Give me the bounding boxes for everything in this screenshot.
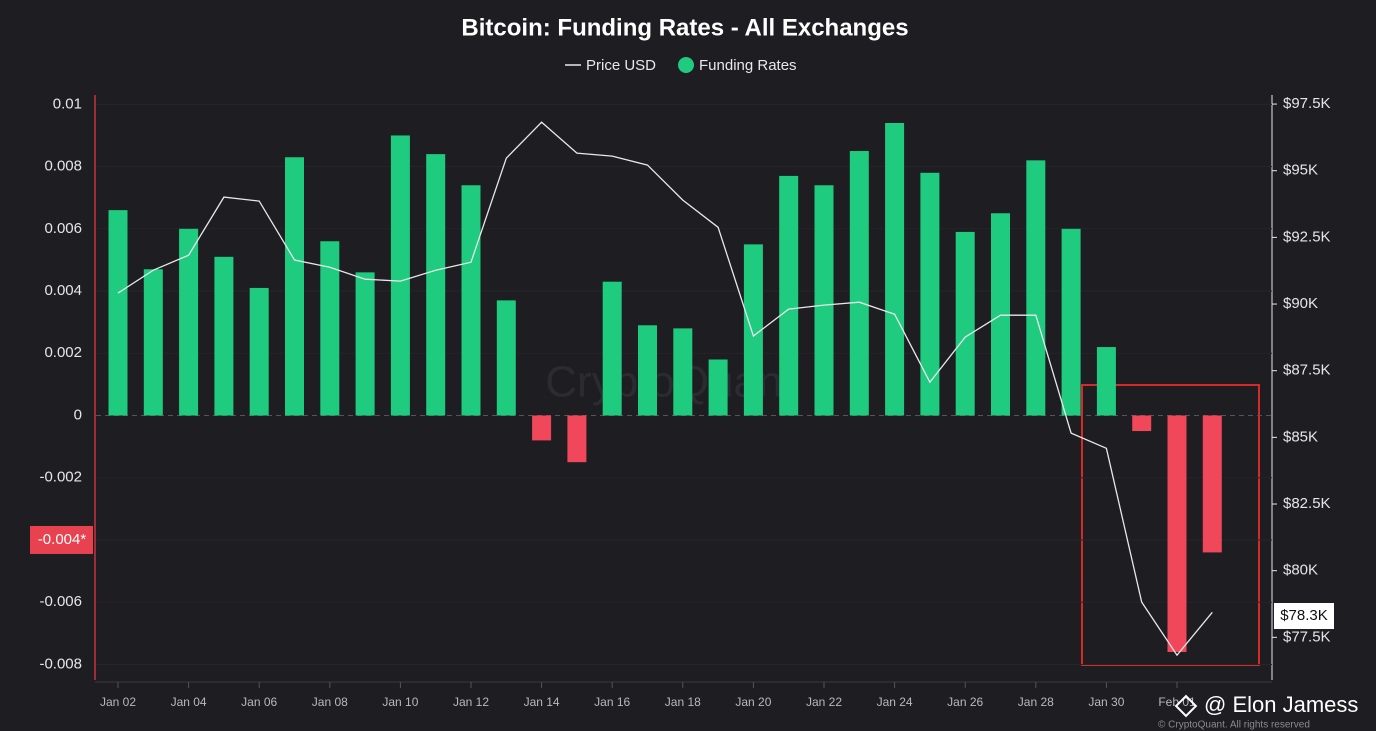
bar	[426, 154, 446, 416]
x-tick-label: Jan 08	[312, 695, 348, 709]
y2-marker-badge	[1274, 603, 1334, 630]
chart-title: Bitcoin: Funding Rates - All Exchanges	[461, 14, 908, 41]
bar	[179, 228, 199, 416]
bar	[779, 175, 799, 416]
y-tick-label: -0.002	[39, 469, 82, 486]
bar	[214, 256, 234, 416]
author: @ Elon Jamess	[1204, 692, 1358, 717]
plot: -0.008-0.006-0.004-0.00200.0020.0040.006…	[39, 95, 1330, 709]
bar	[602, 281, 622, 416]
bar	[1061, 228, 1081, 416]
x-tick-label: Jan 04	[171, 695, 207, 709]
bar	[567, 415, 587, 463]
y2-tick-label: $95K	[1283, 162, 1318, 179]
credit: © CryptoQuant. All rights reserved	[1158, 720, 1310, 731]
y2-tick-label: $90K	[1283, 295, 1318, 312]
y-tick-label: -0.008	[39, 655, 82, 672]
y-tick-label: 0.004	[44, 282, 82, 299]
y-tick-label: 0.002	[44, 344, 82, 361]
legend-label: Funding Rates	[699, 57, 797, 74]
bar	[708, 359, 728, 416]
y-tick-label: 0.006	[44, 220, 82, 237]
x-tick-label: Jan 12	[453, 695, 489, 709]
bar	[320, 241, 340, 416]
y-tick-label: -0.006	[39, 593, 82, 610]
x-tick-label: Jan 24	[877, 695, 913, 709]
highlight-box	[1081, 384, 1260, 666]
legend-label: Price USD	[586, 57, 656, 74]
bar	[461, 185, 481, 416]
bar	[285, 157, 304, 416]
x-tick-label: Jan 06	[241, 695, 277, 709]
x-tick-label: Jan 28	[1018, 695, 1054, 709]
y-tick-label: 0.008	[44, 158, 82, 175]
bar	[955, 231, 975, 416]
bar	[249, 287, 269, 416]
x-tick-label: Jan 30	[1088, 695, 1124, 709]
bar	[1132, 415, 1152, 432]
bar	[920, 172, 940, 416]
bar	[849, 151, 869, 416]
y2-tick-label: $87.5K	[1283, 362, 1331, 379]
x-tick-label: Jan 26	[947, 695, 983, 709]
x-tick-label: Jan 18	[665, 695, 701, 709]
y2-tick-label: $97.5K	[1283, 95, 1331, 112]
y-tick-label: 0.01	[53, 95, 82, 112]
bar	[991, 213, 1010, 416]
x-tick-label: Jan 02	[100, 695, 136, 709]
x-tick-label: Feb 01	[1158, 695, 1196, 709]
bar	[743, 244, 763, 416]
x-tick-label: Jan 10	[382, 695, 418, 709]
bar	[1096, 347, 1116, 416]
x-tick-label: Jan 16	[594, 695, 630, 709]
bar	[355, 272, 375, 416]
y-marker-badge	[30, 525, 93, 554]
y-marker-label: -0.004*	[38, 531, 87, 548]
overlay: -0.004* $78.3K	[30, 121, 1334, 657]
bar	[1026, 160, 1046, 416]
bar	[673, 328, 693, 416]
bar	[532, 415, 552, 441]
bar	[885, 123, 905, 416]
bar	[143, 269, 163, 416]
bar	[390, 135, 410, 416]
author-icon	[1174, 694, 1198, 718]
y2-tick-label: $77.5K	[1283, 628, 1331, 645]
author-badge: @ Elon Jamess	[1174, 692, 1358, 718]
bar	[1167, 415, 1187, 652]
x-tick-label: Jan 14	[524, 695, 560, 709]
x-tick-label: Jan 22	[806, 695, 842, 709]
y-tick-label: 0	[74, 406, 82, 423]
bar	[814, 185, 834, 416]
y2-tick-label: $82.5K	[1283, 495, 1331, 512]
y2-tick-label: $85K	[1283, 428, 1318, 445]
bar	[1202, 415, 1222, 553]
legend-dot-swatch	[678, 57, 694, 73]
bar	[638, 325, 657, 416]
y2-tick-label: $80K	[1283, 562, 1318, 579]
bar	[496, 300, 516, 416]
bar	[108, 210, 128, 416]
y2-marker-label: $78.3K	[1280, 607, 1328, 624]
x-tick-label: Jan 20	[735, 695, 771, 709]
y2-tick-label: $92.5K	[1283, 228, 1331, 245]
price-line	[117, 121, 1213, 657]
